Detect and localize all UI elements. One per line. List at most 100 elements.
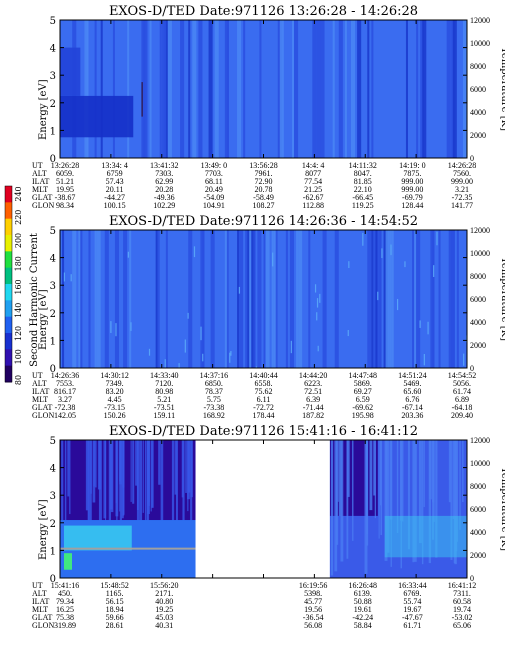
spectrogram-stripe [312, 20, 317, 158]
ephemeris-value: 60.58 [453, 597, 471, 606]
streak-mark [436, 231, 438, 246]
ephemeris-label: UT [32, 581, 43, 590]
spectrogram-stripe [129, 230, 132, 368]
ephemeris-value: 50.88 [354, 597, 372, 606]
spectrogram-stripe [330, 440, 334, 576]
y-axis-label: Energy [eV] [38, 79, 49, 140]
spectrogram-stripe [198, 20, 203, 158]
ephemeris-value: 6.76 [405, 395, 419, 404]
ephemeris-label: ALT [32, 589, 47, 598]
ephemeris-value: 62.99 [155, 177, 173, 186]
ephemeris-label: MLT [32, 185, 48, 194]
chart-title: EXOS-D/TED Date:971126 15:41:16 - 16:41:… [109, 424, 418, 439]
spectrogram-stripe [114, 230, 120, 368]
streak-mark [229, 352, 231, 363]
streak-mark [433, 265, 435, 277]
spectrogram-stripe [285, 230, 288, 368]
ephemeris-value: 13:56:28 [249, 161, 277, 170]
ephemeris-value: 14:26:28 [448, 161, 476, 170]
spectrogram-stripe [452, 20, 457, 158]
spectrogram-stripe [226, 20, 229, 158]
ephemeris-value: 19.56 [304, 605, 322, 614]
ephemeris-value: -47.67 [402, 613, 423, 622]
spectrogram-stripe [171, 440, 175, 525]
spectrogram-stripe [123, 230, 128, 368]
spectrogram-stripe [94, 20, 97, 158]
ephemeris-value: 80.98 [155, 387, 173, 396]
ephemeris-value: -73.15 [104, 403, 125, 412]
spectrogram-stripe [357, 20, 362, 158]
y-tick-label: 5 [50, 226, 56, 237]
spectrogram-stripe [247, 230, 250, 368]
spectrogram-stripe [185, 440, 187, 493]
chart-title: EXOS-D/TED Date:971126 14:26:36 - 14:54:… [109, 214, 418, 229]
ephemeris-value: 7560. [453, 169, 471, 178]
spectrogram-stripe [416, 20, 419, 158]
streak-mark [238, 286, 241, 294]
ephemeris-value: 6.39 [306, 395, 320, 404]
spectrogram-stripe [67, 440, 70, 497]
ephemeris-value: 14:51:24 [398, 371, 426, 380]
ephemeris-value: -72.35 [452, 193, 473, 202]
ephemeris-value: 195.98 [352, 411, 374, 420]
y-tick-label: 4 [50, 254, 56, 265]
ephemeris-label: ILAT [32, 387, 49, 396]
y-tick-label: 3 [50, 281, 56, 292]
y-tick-label: 4 [50, 44, 56, 55]
spectrogram-stripe [379, 230, 382, 368]
spectrogram-stripe [389, 230, 392, 368]
ephemeris-value: 7303. [155, 169, 173, 178]
ephemeris-value: 75.62 [255, 387, 273, 396]
spectrogram-stripe [88, 230, 91, 368]
ephemeris-value: 999.00 [401, 177, 423, 186]
ephemeris-value: 128.44 [401, 201, 423, 210]
spectrogram-stripe [176, 440, 178, 525]
y-tick-label: 0 [50, 574, 56, 585]
ephemeris-value: 6059. [56, 169, 74, 178]
ephemeris-value: 45.77 [304, 597, 322, 606]
ephemeris-value: -49.36 [154, 193, 175, 202]
ephemeris-value: 14:37:16 [200, 371, 228, 380]
colorbar-swatch [5, 186, 12, 203]
ephemeris-value: 72.51 [304, 387, 322, 396]
spectrogram-stripe [214, 20, 219, 158]
cyan-region [64, 525, 132, 551]
ephemeris-value: 20.49 [205, 185, 223, 194]
ephemeris-value: 14:30:12 [100, 371, 128, 380]
data-gap [195, 440, 330, 578]
ephemeris-value: 816.17 [54, 387, 76, 396]
spectrogram-stripe [165, 20, 168, 158]
ephemeris-value: 14:44:20 [299, 371, 327, 380]
ephemeris-label: ALT [32, 169, 47, 178]
y-tick-label: 0 [50, 154, 56, 165]
ephemeris-value: 61.74 [453, 387, 471, 396]
ephemeris-value: 7553. [56, 379, 74, 388]
ephemeris-value: 16.25 [56, 605, 74, 614]
spectrogram-stripe [407, 440, 410, 550]
ephemeris-value: 5469. [403, 379, 421, 388]
y-tick-label: 2 [50, 99, 56, 110]
y2-tick-label: 10000 [470, 249, 490, 258]
green-region [64, 553, 72, 570]
spectrogram-stripe [253, 230, 256, 368]
spectrogram-stripe [271, 230, 274, 368]
colorbar-tick-label: 180 [14, 256, 23, 271]
streak-mark [404, 261, 406, 268]
ephemeris-value: -72.72 [253, 403, 274, 412]
spectrogram-stripe [112, 20, 115, 158]
ephemeris-value: 14:54:52 [448, 371, 476, 380]
streak-mark [348, 261, 350, 269]
y2-tick-label: 8000 [470, 482, 486, 491]
spectrogram-stripe [322, 230, 327, 368]
spectrogram-stripe [418, 440, 422, 544]
ephemeris-value: 5869. [354, 379, 372, 388]
spectrogram-stripe [422, 20, 427, 158]
streak-mark [419, 320, 421, 328]
spectrogram-stripe [464, 20, 467, 158]
cyan-region [384, 515, 467, 558]
ephemeris-value: -73.38 [204, 403, 225, 412]
streak-mark [110, 321, 112, 333]
streak-mark [127, 251, 129, 258]
spectrogram-stripe [80, 230, 83, 368]
y-tick-label: 4 [50, 464, 56, 475]
